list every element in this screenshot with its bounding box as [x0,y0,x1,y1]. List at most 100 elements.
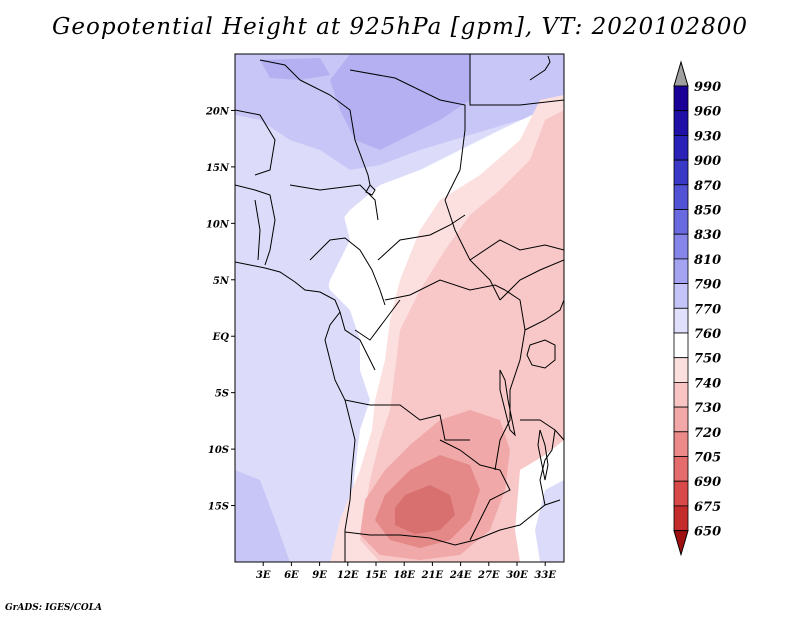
lon-tick-label: 21E [421,570,444,581]
colorbar-segment [673,184,689,210]
colorbar-bottom-arrow [673,530,689,557]
colorbar-label: 705 [694,451,721,466]
border-morocco [259,59,301,81]
border-egypt-sudan [469,54,564,106]
border-zambia-zimbabwe [474,499,561,541]
colorbar-label: 930 [694,129,721,144]
border-angola-namibia [344,531,476,546]
colorbar-label: 760 [694,327,721,342]
colorbar-label: 740 [694,376,721,391]
colorbar-segment [673,233,689,260]
lon-tick-label: 3E [256,570,271,581]
field-purple-sw [235,470,290,562]
border-mali [235,109,276,176]
lon-tick-label: 18E [393,570,415,581]
border-tanzania [520,419,564,441]
colorbar-segment [673,134,689,161]
border-gabon [339,311,376,371]
colorbar-label: 730 [694,401,721,416]
latitude-axis: 20N 15N 10N 5N EQ 5S 10S 15S [205,106,235,513]
colorbar-label: 810 [694,253,721,268]
field-red [395,485,455,534]
lat-tick-label: 15S [208,502,229,513]
colorbar-label: 720 [694,426,721,441]
border-drc-angola [344,399,470,441]
colorbar-segment [673,480,689,507]
colorbar-segment [673,332,689,359]
lon-tick-label: 6E [284,570,299,581]
border-ethiopia [499,259,564,301]
border-uganda-kenya [524,299,564,331]
lon-tick-label: 27E [477,570,500,581]
border-congo-drc [354,299,401,341]
border-west-africa-2 [254,199,261,261]
border-west-africa-1 [235,184,276,266]
border-sudan-south [469,239,564,261]
lon-tick-label: 33E [534,570,556,581]
colorbar-label: 650 [694,525,721,540]
country-borders [235,54,564,562]
lat-tick-label: 15N [206,163,230,174]
border-algeria-niger [299,79,371,186]
lake-tanganyika [499,369,516,437]
lat-tick-label: 5N [213,276,230,287]
filled-contours [235,54,564,562]
lat-tick-label: 20N [205,106,230,117]
lat-tick-label: 10N [206,219,230,230]
border-drc-east [494,289,526,471]
colorbar-segment [673,283,689,309]
colorbar-label: 850 [694,204,721,219]
lake-victoria [526,339,556,369]
map-frame [234,53,565,563]
border-car-drc [384,279,506,301]
colorbar-segment [673,357,689,383]
colorbar-label: 990 [694,80,721,95]
border-libya-chad [349,69,466,201]
border-chad-car [377,214,466,261]
border-nigeria-cameroon [309,237,386,306]
colorbar-label: 790 [694,278,721,293]
longitude-axis: 3E 6E 9E 12E 15E 18E 21E 24E 27E 30E 33E [256,562,556,581]
colorbar-segment [673,456,689,482]
lon-tick-label: 30E [506,570,528,581]
colorbar-label: 960 [694,105,721,120]
lat-tick-label: 5S [215,389,229,400]
colorbar-segment [673,381,689,408]
lon-tick-label: 15E [365,570,387,581]
border-zambia [439,439,511,541]
lat-tick-label: EQ [212,332,230,343]
lon-tick-label: 12E [337,570,359,581]
colorbar-segment [673,209,689,235]
colorbar-segment [673,406,689,433]
colorbar-label: 770 [694,302,721,317]
colorbar-segment [673,159,689,186]
colorbar-label: 690 [694,475,721,490]
colorbar-segment [673,85,689,112]
map-title: Geopotential Height at 925hPa [gpm], VT:… [52,14,748,40]
border-niger-nigeria [289,184,379,221]
lat-tick-label: 10S [208,445,229,456]
field-lavender-se [535,480,564,562]
lake-malawi [537,429,549,481]
border-mozambique [539,429,556,506]
lake-chad [365,184,376,196]
lon-tick-label: 24E [449,570,472,581]
colorbar-label: 870 [694,179,721,194]
colorbar-segment [673,307,689,334]
colorbar-segment [673,110,689,136]
field-lavender-coast [235,150,350,562]
field-purple-dark-north [330,54,470,150]
red-sea-coast [529,55,551,81]
colorbar-label: 750 [694,352,721,367]
colorbar-segment [673,258,689,284]
colorbar-top-arrow [673,60,689,87]
colorbar-segment [673,431,689,457]
colorbar-segment [673,505,689,531]
lon-tick-label: 9E [312,570,327,581]
colorbar-label: 900 [694,154,721,169]
grads-credit: GrADS: IGES/COLA [5,603,103,613]
colorbar-label: 675 [694,500,721,515]
coastline-west [235,261,356,562]
